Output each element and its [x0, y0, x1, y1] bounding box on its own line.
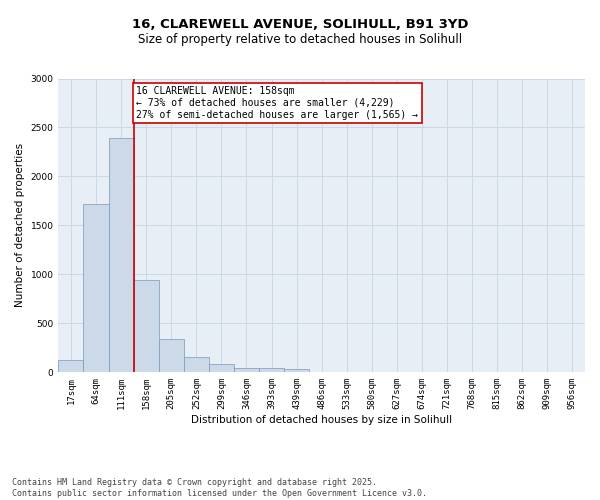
- Bar: [184, 356, 209, 372]
- Bar: [58, 360, 83, 372]
- Y-axis label: Number of detached properties: Number of detached properties: [15, 144, 25, 308]
- Text: 16, CLAREWELL AVENUE, SOLIHULL, B91 3YD: 16, CLAREWELL AVENUE, SOLIHULL, B91 3YD: [132, 18, 468, 30]
- Bar: [284, 370, 309, 372]
- Bar: [109, 138, 134, 372]
- Bar: [134, 280, 159, 372]
- Text: Contains HM Land Registry data © Crown copyright and database right 2025.
Contai: Contains HM Land Registry data © Crown c…: [12, 478, 427, 498]
- Bar: [159, 339, 184, 372]
- Text: 16 CLAREWELL AVENUE: 158sqm
← 73% of detached houses are smaller (4,229)
27% of : 16 CLAREWELL AVENUE: 158sqm ← 73% of det…: [136, 86, 418, 120]
- Bar: [234, 368, 259, 372]
- X-axis label: Distribution of detached houses by size in Solihull: Distribution of detached houses by size …: [191, 415, 452, 425]
- Bar: [259, 368, 284, 372]
- Bar: [83, 204, 109, 372]
- Text: Size of property relative to detached houses in Solihull: Size of property relative to detached ho…: [138, 32, 462, 46]
- Bar: [209, 364, 234, 372]
